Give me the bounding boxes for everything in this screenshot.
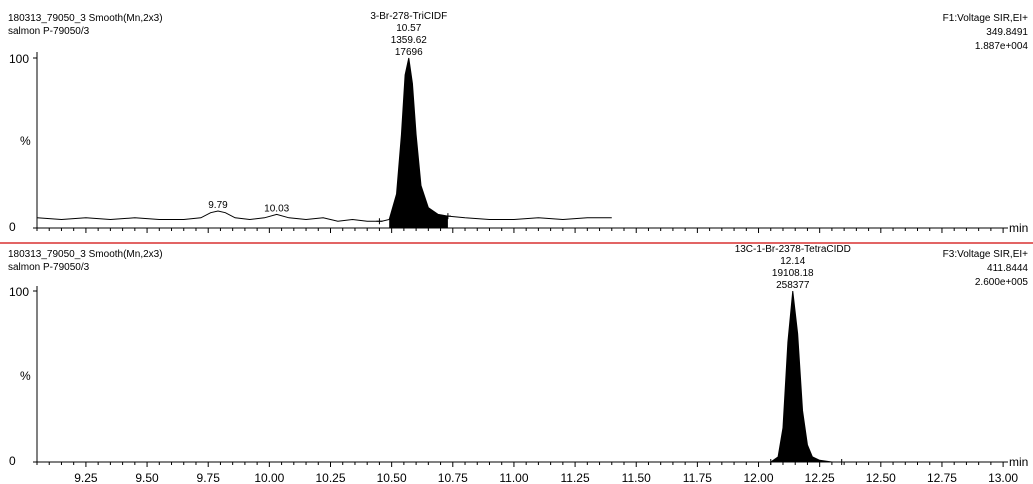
x-tick-label: 11.25 (561, 471, 590, 484)
x-tick-label: 11.50 (622, 471, 651, 484)
x-tick-label: 9.25 (74, 471, 98, 484)
panel1-trace-line (36, 57, 612, 222)
panel2-peak-label: 19108.18 (772, 268, 814, 279)
x-tick-label: 11.00 (499, 471, 528, 484)
panel1-peak-marker (376, 218, 383, 225)
panel2-peak-label: 258377 (776, 280, 810, 291)
panel2-header-right-line1: F3:Voltage SIR,EI+ (943, 249, 1028, 260)
panel2-header-right-line3: 2.600e+005 (975, 277, 1029, 288)
x-tick-label: 9.75 (197, 471, 221, 484)
panel1-header-right-line3: 1.887e+004 (975, 41, 1029, 52)
panel1-peak-label: 1359.62 (391, 35, 428, 46)
panel2-trace-line (736, 290, 842, 463)
panel2-ytick-label-0: 0 (9, 454, 16, 468)
panel1-peak-label: 9.79 (208, 200, 228, 211)
panel1-ytick-label-100: 100 (9, 52, 29, 66)
panel2-peak-marker (767, 459, 774, 465)
x-tick-label: 11.75 (683, 471, 712, 484)
x-tick-label: 12.50 (866, 471, 896, 484)
x-tick-label: 10.75 (438, 471, 468, 484)
panel1-peak-marker (444, 213, 451, 220)
panel1-header-left-line2: salmon P-79050/3 (8, 26, 90, 37)
panel1-peak-label: 10.03 (264, 203, 289, 214)
panel2-peak-area (770, 291, 842, 462)
x-tick-label: 12.00 (744, 471, 774, 484)
panel1-peak-label: 10.57 (396, 23, 421, 34)
x-tick-label: 13.00 (988, 471, 1018, 484)
panel2-ytick-label-100: 100 (9, 285, 29, 299)
panel2-header-right-line2: 411.8444 (987, 263, 1028, 274)
panel2-header-left-line1: 180313_79050_3 Smooth(Mn,2x3) (8, 249, 163, 260)
x-tick-label: 9.50 (135, 471, 159, 484)
panel2-y-axis-label: % (20, 369, 31, 383)
panel2-peak-label: 13C-1-Br-2378-TetraCIDD (735, 244, 851, 255)
panel1-peak-area (389, 58, 448, 228)
panel2-peak-label: 12.14 (780, 256, 805, 267)
panel2-x-axis-label: min (1009, 455, 1028, 469)
panel1-y-axis-label: % (20, 134, 31, 148)
panel2-header-left-line2: salmon P-79050/3 (8, 262, 90, 273)
panel1-header-right-line2: 349.8491 (986, 27, 1028, 38)
panel1-x-axis-label: min (1009, 221, 1028, 235)
x-tick-label: 12.75 (927, 471, 957, 484)
panel2-peak-marker (838, 459, 845, 465)
panel1-header-right-line1: F1:Voltage SIR,EI+ (943, 13, 1028, 24)
x-tick-label: 10.00 (254, 471, 284, 484)
panel1-ytick-label-0: 0 (9, 220, 16, 234)
panel1-peak-label: 17696 (395, 47, 423, 58)
panel1-peak-label: 3-Br-278-TriCIDF (370, 11, 447, 22)
x-tick-label: 10.50 (377, 471, 407, 484)
panel1-header-left-line1: 180313_79050_3 Smooth(Mn,2x3) (8, 13, 163, 24)
x-tick-label: 12.25 (805, 471, 835, 484)
x-tick-label: 10.25 (315, 471, 345, 484)
